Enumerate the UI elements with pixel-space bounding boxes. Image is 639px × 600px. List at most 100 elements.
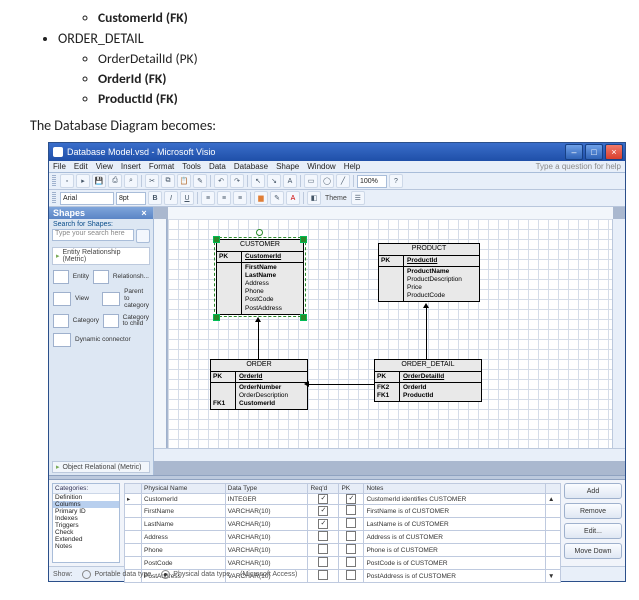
help-icon[interactable]: ? xyxy=(389,174,403,188)
menu-file[interactable]: File xyxy=(53,162,66,171)
format-painter-icon[interactable]: ✎ xyxy=(193,174,207,188)
scrollbar-horizontal[interactable] xyxy=(154,448,625,461)
search-go-icon[interactable] xyxy=(136,229,150,243)
maximize-button[interactable]: □ xyxy=(585,144,603,160)
canvas[interactable]: CUSTOMER PKCustomerId FirstName LastName… xyxy=(154,207,625,475)
fill-icon[interactable]: ▆ xyxy=(254,191,268,205)
shapes-pane: Shapes × Search for Shapes: Type your se… xyxy=(49,207,154,475)
menu-data[interactable]: Data xyxy=(209,162,226,171)
cat-notes[interactable]: Notes xyxy=(53,543,119,550)
underline-icon[interactable]: U xyxy=(180,191,194,205)
ellipse-icon[interactable]: ◯ xyxy=(320,174,334,188)
master-entity[interactable]: EntityRelationsh... xyxy=(53,270,149,284)
align-left-icon[interactable]: ≡ xyxy=(201,191,215,205)
cat-extended[interactable]: Extended xyxy=(53,536,119,543)
cat-triggers[interactable]: Triggers xyxy=(53,522,119,529)
table-row: PhoneVARCHAR(10)Phone is of CUSTOMER xyxy=(125,544,561,557)
entity-customer[interactable]: CUSTOMER PKCustomerId FirstName LastName… xyxy=(216,239,304,315)
li-order-detail: ORDER_DETAIL OrderDetailId (PK) OrderId … xyxy=(58,30,629,107)
properties-pane: Categories: Definition Columns Primary I… xyxy=(49,480,625,566)
line-icon[interactable]: ╱ xyxy=(336,174,350,188)
columns-grid[interactable]: Physical Name Data Type Req'd PK Notes ▸… xyxy=(124,483,561,563)
menu-format[interactable]: Format xyxy=(149,162,174,171)
new-icon[interactable]: ▫ xyxy=(60,174,74,188)
line-color-icon[interactable]: ✎ xyxy=(270,191,284,205)
master-view[interactable]: ViewParent to category xyxy=(53,289,149,309)
scrollbar-vertical[interactable] xyxy=(612,219,625,449)
menu-view[interactable]: View xyxy=(96,162,113,171)
redo-icon[interactable]: ↷ xyxy=(230,174,244,188)
movedown-button[interactable]: Move Down xyxy=(564,543,622,559)
remove-button[interactable]: Remove xyxy=(564,503,622,519)
entity-product[interactable]: PRODUCT PKProductId ProductName ProductD… xyxy=(378,243,480,302)
cat-columns[interactable]: Columns xyxy=(53,501,119,508)
page[interactable]: CUSTOMER PKCustomerId FirstName LastName… xyxy=(168,219,613,449)
toolbar-standard: ▫ ▸ 💾 ⎙ ⌕ ✂ ⧉ 📋 ✎ ↶ ↷ ↖ ↘ A ▭ ◯ ╱ 100% ? xyxy=(49,173,625,190)
font-color-icon[interactable]: A xyxy=(286,191,300,205)
shapes-close-icon[interactable]: × xyxy=(139,208,149,218)
help-hint[interactable]: Type a question for help xyxy=(536,162,621,171)
menu-help[interactable]: Help xyxy=(344,162,360,171)
table-row: ▸CustomerIdINTEGER✓✓CustomerId identifie… xyxy=(125,494,561,505)
cat-primary[interactable]: Primary ID xyxy=(53,508,119,515)
li-customer-fk: CustomerId (FK) xyxy=(98,9,629,26)
add-button[interactable]: Add xyxy=(564,483,622,499)
menu-database[interactable]: Database xyxy=(234,162,268,171)
menubar: File Edit View Insert Format Tools Data … xyxy=(49,161,625,173)
master-connector[interactable]: Dynamic connector xyxy=(53,333,149,347)
entity-order[interactable]: ORDER PKOrderId FK1 OrderNumber OrderDes… xyxy=(210,359,308,410)
save-icon[interactable]: 💾 xyxy=(92,174,106,188)
open-icon[interactable]: ▸ xyxy=(76,174,90,188)
cat-indexes[interactable]: Indexes xyxy=(53,515,119,522)
cat-check[interactable]: Check xyxy=(53,529,119,536)
align-right-icon[interactable]: ≡ xyxy=(233,191,247,205)
shapes-title: Shapes xyxy=(53,208,85,218)
app-icon xyxy=(53,147,63,157)
radio-portable[interactable]: Portable data type xyxy=(82,570,151,579)
italic-icon[interactable]: I xyxy=(164,191,178,205)
categories-list: Categories: Definition Columns Primary I… xyxy=(52,483,120,563)
paste-icon[interactable]: 📋 xyxy=(177,174,191,188)
radio-physical[interactable]: Physical data type xyxy=(161,570,230,579)
copy-icon[interactable]: ⧉ xyxy=(161,174,175,188)
menu-window[interactable]: Window xyxy=(307,162,335,171)
fontsize-select[interactable]: 8pt xyxy=(116,192,146,205)
undo-icon[interactable]: ↶ xyxy=(214,174,228,188)
theme-icon[interactable]: ◧ xyxy=(307,191,321,205)
menu-edit[interactable]: Edit xyxy=(74,162,88,171)
menu-tools[interactable]: Tools xyxy=(182,162,201,171)
table-row: PostCodeVARCHAR(10)PostCode is of CUSTOM… xyxy=(125,557,561,570)
font-select[interactable]: Arial xyxy=(60,192,114,205)
text-icon[interactable]: A xyxy=(283,174,297,188)
stencil-tab[interactable]: ▸Entity Relationship (Metric) xyxy=(52,247,150,265)
close-button[interactable]: × xyxy=(605,144,623,160)
zoom-select[interactable]: 100% xyxy=(357,175,387,188)
cut-icon[interactable]: ✂ xyxy=(145,174,159,188)
search-input[interactable]: Type your search here xyxy=(52,229,134,241)
cat-definition[interactable]: Definition xyxy=(53,494,119,501)
menu-shape[interactable]: Shape xyxy=(276,162,299,171)
caption: The Database Diagram becomes: xyxy=(30,117,629,134)
align-center-icon[interactable]: ≡ xyxy=(217,191,231,205)
titlebar[interactable]: Database Model.vsd - Microsoft Visio – □… xyxy=(49,143,625,161)
edit-button[interactable]: Edit... xyxy=(564,523,622,539)
table-row: LastNameVARCHAR(10)✓LastName is of CUSTO… xyxy=(125,518,561,531)
visio-window: Database Model.vsd - Microsoft Visio – □… xyxy=(48,142,626,582)
rect-icon[interactable]: ▭ xyxy=(304,174,318,188)
ruler-vertical xyxy=(154,219,167,449)
window-title: Database Model.vsd - Microsoft Visio xyxy=(67,147,565,157)
bold-icon[interactable]: B xyxy=(148,191,162,205)
li-od-orderid: OrderId (FK) xyxy=(98,70,629,87)
preview-icon[interactable]: ⌕ xyxy=(124,174,138,188)
stencil-footer[interactable]: ▸Object Relational (Metric) xyxy=(52,461,150,473)
li-od-productid: ProductId (FK) xyxy=(98,90,629,107)
connector-icon[interactable]: ↘ xyxy=(267,174,281,188)
layers-icon[interactable]: ☰ xyxy=(351,191,365,205)
minimize-button[interactable]: – xyxy=(565,144,583,160)
master-category[interactable]: CategoryCategory to child xyxy=(53,314,149,328)
pointer-icon[interactable]: ↖ xyxy=(251,174,265,188)
menu-insert[interactable]: Insert xyxy=(121,162,141,171)
print-icon[interactable]: ⎙ xyxy=(108,174,122,188)
entity-order-detail[interactable]: ORDER_DETAIL PKOrderDetailId FK2FK1 Orde… xyxy=(374,359,482,402)
table-row: AddressVARCHAR(10)Address is of CUSTOMER xyxy=(125,531,561,544)
